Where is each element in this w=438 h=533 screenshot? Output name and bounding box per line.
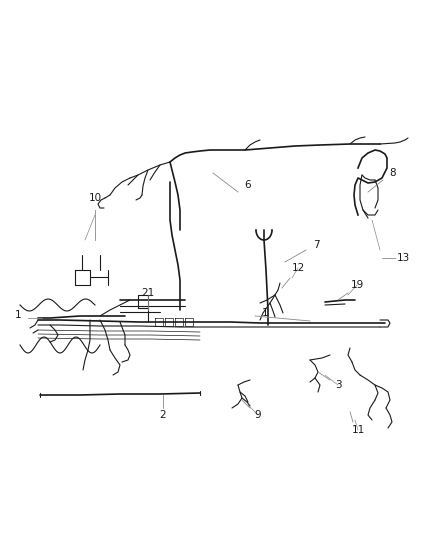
Text: 7: 7 [313, 240, 319, 250]
Text: 21: 21 [141, 288, 155, 298]
Text: 1: 1 [261, 308, 268, 318]
Text: 3: 3 [335, 380, 341, 390]
Text: 8: 8 [390, 168, 396, 178]
Text: 12: 12 [291, 263, 304, 273]
Text: 13: 13 [396, 253, 410, 263]
Text: 19: 19 [350, 280, 364, 290]
Text: 6: 6 [245, 180, 251, 190]
Text: 9: 9 [254, 410, 261, 420]
Text: 2: 2 [160, 410, 166, 420]
Text: 11: 11 [351, 425, 364, 435]
Text: 1: 1 [15, 310, 21, 320]
Text: 10: 10 [88, 193, 102, 203]
